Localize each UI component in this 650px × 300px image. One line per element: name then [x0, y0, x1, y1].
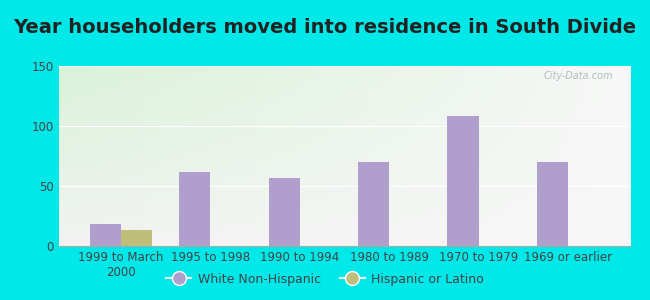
Bar	[358, 162, 389, 246]
Bar	[90, 224, 121, 246]
Legend: White Non-Hispanic, Hispanic or Latino: White Non-Hispanic, Hispanic or Latino	[161, 268, 489, 291]
Bar	[268, 178, 300, 246]
Bar	[447, 116, 478, 246]
Text: City-Data.com: City-Data.com	[543, 71, 614, 81]
Text: Year householders moved into residence in South Divide: Year householders moved into residence i…	[14, 18, 636, 37]
Bar	[121, 230, 152, 246]
Bar	[537, 162, 568, 246]
Bar	[179, 172, 211, 246]
